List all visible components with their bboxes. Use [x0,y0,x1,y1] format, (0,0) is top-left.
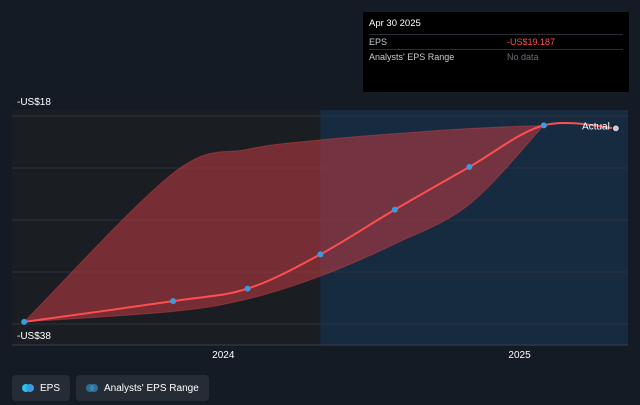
tooltip-range-value: No data [507,52,539,62]
y-tick-top: -US$18 [17,97,51,108]
tooltip-eps-value: -US$19.187 [507,37,556,47]
eps-points [21,122,620,325]
range-legend-icon [86,384,99,392]
eps-point [244,285,251,292]
eps-point [540,122,547,129]
eps-legend-icon [22,384,34,392]
eps-point [170,298,177,305]
tooltip-eps-label: EPS [369,37,388,47]
eps-point [21,318,28,325]
eps-point [611,124,620,133]
eps-point [466,163,473,170]
y-tick-bottom: -US$38 [17,331,51,342]
tooltip-date: Apr 30 2025 [369,18,421,29]
tooltip-row-eps: EPS -US$19.187 [369,34,623,49]
tooltip: Apr 30 2025 EPS -US$19.187 Analysts' EPS… [363,12,629,92]
x-tick-label: 2025 [508,350,531,361]
legend-item-eps[interactable]: EPS [12,375,71,401]
legend-range-label: Analysts' EPS Range [104,382,199,394]
eps-point [317,251,324,258]
eps-point [391,206,398,213]
axis-labels: -US$18 -US$38 2024 2025 Actual [17,97,610,361]
tooltip-row-range: Analysts' EPS Range No data [369,49,623,64]
legend-item-range[interactable]: Analysts' EPS Range [76,375,209,401]
tooltip-range-label: Analysts' EPS Range [369,52,455,62]
legend: EPS Analysts' EPS Range [12,375,209,401]
legend-eps-label: EPS [40,382,61,394]
x-tick-label: 2024 [212,350,235,361]
actual-label: Actual [582,121,610,132]
